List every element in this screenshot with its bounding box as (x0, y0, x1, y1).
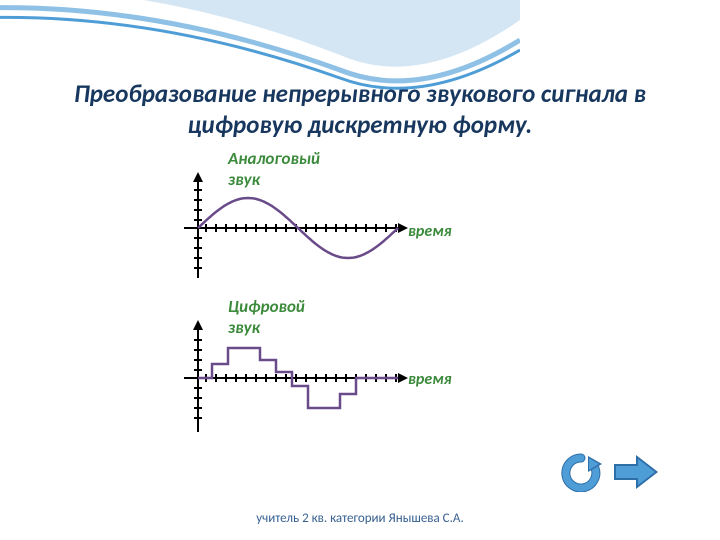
next-arrow-icon[interactable] (612, 452, 660, 492)
digital-chart-svg (180, 314, 460, 444)
analog-chart-svg (180, 166, 460, 286)
slide-title: Преобразование непрерывного звукового си… (40, 78, 680, 141)
slide-footer: учитель 2 кв. категории Янышева С.А. (0, 511, 720, 526)
reload-icon[interactable] (558, 452, 604, 492)
